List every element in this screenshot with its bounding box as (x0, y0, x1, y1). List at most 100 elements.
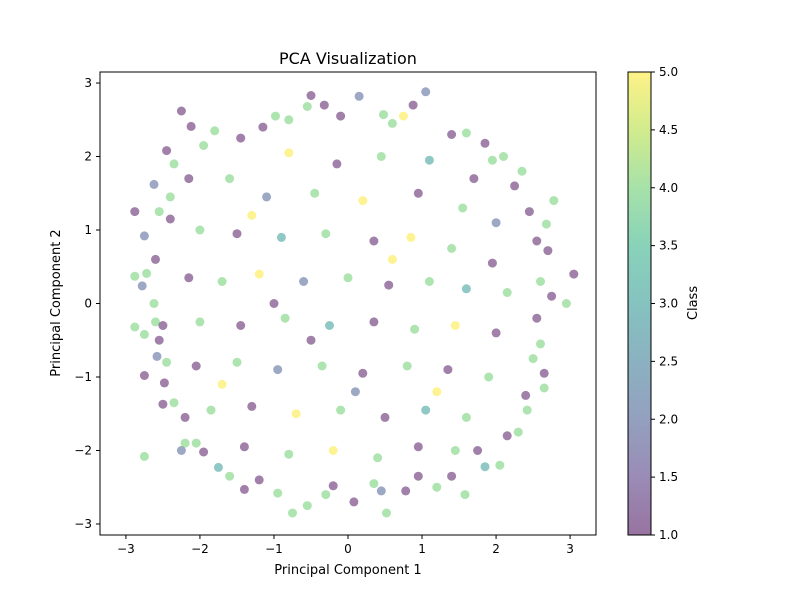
data-point (458, 203, 468, 213)
colorbar-tick-label: 1.5 (659, 470, 678, 484)
data-point (536, 277, 545, 286)
y-tick-label: −2 (74, 443, 92, 457)
data-point (284, 115, 294, 125)
data-point (151, 254, 160, 264)
data-point (473, 446, 483, 455)
data-point (561, 299, 571, 308)
data-point (139, 329, 149, 339)
data-point (130, 271, 140, 281)
data-point (373, 453, 383, 463)
data-point (484, 372, 494, 382)
y-axis-label: Principal Component 2 (49, 229, 64, 376)
data-point (151, 317, 160, 327)
y-tick-label: −1 (74, 370, 92, 384)
data-point (424, 277, 434, 286)
data-point (176, 106, 186, 116)
y-axis-ticks: −3 −2 −1 0 1 2 3 (74, 76, 100, 531)
data-point (354, 91, 364, 101)
data-point (376, 486, 386, 496)
data-point (154, 207, 164, 217)
data-point (399, 111, 408, 121)
data-point (291, 409, 301, 419)
data-point (401, 486, 411, 496)
data-point (217, 277, 227, 286)
data-point (152, 351, 162, 361)
data-point (536, 339, 545, 349)
data-point (284, 148, 294, 158)
data-point (269, 299, 279, 308)
data-point (424, 155, 434, 165)
x-tick-label: 2 (492, 542, 500, 556)
data-point (191, 361, 201, 371)
data-point (421, 87, 431, 97)
colorbar-tick-label: 2.0 (659, 412, 678, 426)
data-point (487, 258, 497, 268)
data-point (569, 269, 579, 279)
data-point (413, 188, 423, 198)
data-point (206, 405, 216, 415)
data-point (517, 166, 527, 176)
data-point (358, 196, 368, 206)
data-point (195, 225, 205, 235)
data-point (162, 357, 172, 367)
data-point (502, 288, 512, 297)
data-point (139, 371, 149, 380)
data-point (158, 399, 168, 409)
data-point (325, 321, 334, 330)
data-point (406, 232, 416, 242)
data-point (258, 122, 268, 132)
data-point (262, 192, 272, 202)
data-point (180, 438, 190, 448)
data-point (232, 357, 242, 367)
colorbar-gradient (628, 72, 651, 535)
data-point (432, 387, 442, 397)
data-point (532, 313, 542, 323)
data-point (522, 405, 532, 415)
data-point (480, 462, 490, 472)
colorbar: 1.0 1.5 2.0 2.5 3.0 3.5 4.0 4.5 5.0 Class (627, 65, 701, 542)
x-tick-label: 3 (566, 542, 574, 556)
data-point (460, 490, 470, 500)
data-point (432, 482, 442, 492)
colorbar-tick-label: 4.5 (659, 123, 678, 137)
data-point (382, 508, 391, 518)
data-point (521, 390, 531, 400)
data-point (169, 398, 179, 408)
data-point (254, 475, 264, 485)
data-point (142, 268, 152, 278)
data-point (413, 471, 423, 481)
data-point (184, 273, 194, 283)
data-point (213, 462, 223, 472)
data-point (139, 451, 149, 461)
data-point (421, 405, 431, 415)
data-point (539, 383, 549, 393)
data-point (461, 284, 471, 294)
data-point (469, 174, 479, 184)
colorbar-tick-label: 3.5 (659, 239, 678, 253)
data-point (321, 490, 331, 500)
data-point (387, 254, 397, 264)
data-point (137, 281, 147, 291)
data-point (358, 368, 368, 378)
data-point (524, 207, 534, 217)
data-point (461, 412, 471, 422)
chart-title: PCA Visualization (279, 49, 417, 68)
colorbar-tick-label: 1.0 (659, 528, 678, 542)
data-point (332, 159, 342, 169)
data-point (491, 218, 501, 228)
data-point (236, 133, 246, 143)
data-point (402, 361, 412, 371)
data-point (288, 508, 297, 518)
data-point (541, 219, 551, 229)
x-tick-label: −2 (191, 542, 209, 556)
data-point (199, 447, 209, 457)
data-point (539, 368, 549, 378)
data-point (217, 379, 227, 389)
data-point (447, 130, 457, 139)
data-point (159, 378, 169, 388)
x-tick-label: −3 (117, 542, 135, 556)
x-axis-label: Principal Component 1 (274, 563, 421, 578)
data-point (336, 111, 346, 121)
data-point (350, 387, 360, 397)
